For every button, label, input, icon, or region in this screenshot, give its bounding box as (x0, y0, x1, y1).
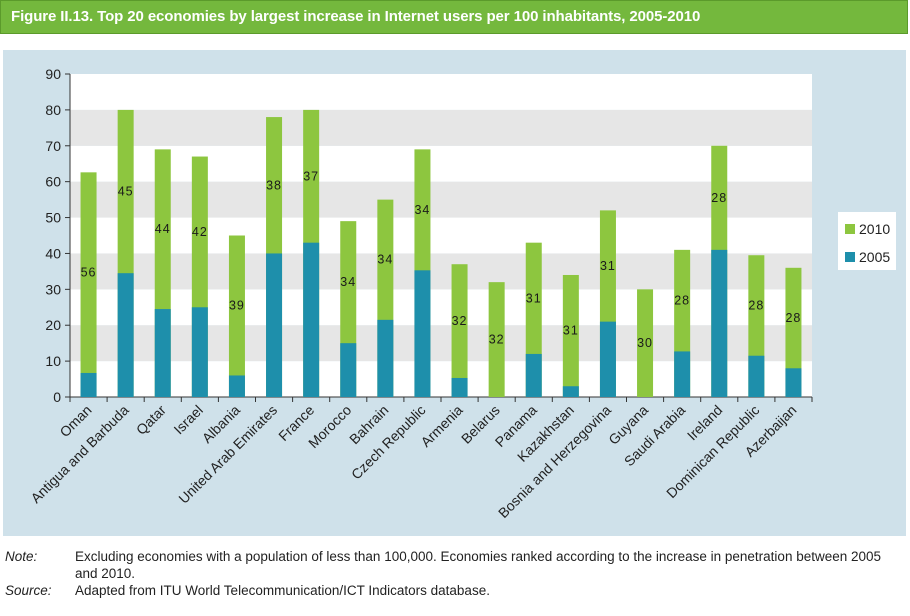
y-tick-label: 40 (45, 245, 61, 261)
grid-band (70, 145, 812, 182)
legend-label: 2010 (859, 221, 890, 237)
bar-2010 (80, 172, 97, 397)
increase-data-label: 56 (81, 266, 97, 280)
bar-2005 (191, 307, 208, 397)
y-tick-label: 30 (45, 281, 61, 297)
y-tick-label: 80 (45, 102, 61, 118)
legend-swatch-2005 (845, 252, 855, 262)
increase-data-label: 34 (414, 203, 430, 217)
bar-2005 (562, 386, 579, 397)
bar-2005 (117, 273, 134, 397)
bar-2005 (525, 353, 542, 397)
bar-2005 (154, 309, 171, 397)
source-label: Source: (5, 583, 52, 598)
bar-2005 (785, 368, 802, 397)
figure-title: Figure II.13. Top 20 economies by larges… (11, 8, 701, 25)
bar-2010 (637, 289, 654, 397)
bar-2010 (785, 267, 802, 397)
bar-2005 (340, 343, 357, 397)
bar-2005 (599, 321, 616, 397)
grid-band (70, 217, 812, 254)
source-text: Adapted from ITU World Telecommunication… (75, 583, 490, 598)
bar-2010 (228, 235, 245, 397)
increase-data-label: 34 (340, 275, 356, 289)
increase-data-label: 42 (192, 225, 208, 239)
y-tick-label: 90 (45, 66, 61, 82)
grid-band (70, 253, 812, 290)
increase-data-label: 31 (600, 259, 616, 273)
source-row: Source: Adapted from ITU World Telecommu… (5, 582, 905, 599)
grid-band (70, 181, 812, 218)
increase-data-label: 28 (785, 311, 801, 325)
bar-2005 (80, 372, 97, 397)
x-tick-label: Qatar (133, 402, 169, 438)
note-label: Note: (5, 549, 38, 564)
increase-data-label: 28 (748, 298, 764, 312)
increase-data-label: 38 (266, 178, 282, 192)
bar-2005 (303, 242, 320, 397)
increase-data-label: 28 (674, 294, 690, 308)
grid-band (70, 289, 812, 326)
bar-2005 (377, 319, 394, 397)
grid-band (70, 325, 812, 362)
bar-2005 (451, 377, 468, 397)
grid-band (70, 74, 812, 110)
increase-data-label: 31 (526, 291, 542, 305)
y-tick-label: 10 (45, 353, 61, 369)
note-row: Note: Excluding economies with a populat… (5, 548, 905, 582)
increase-data-label: 39 (229, 298, 245, 312)
bar-2005 (266, 253, 283, 397)
figure-title-bar: Figure II.13. Top 20 economies by larges… (0, 0, 908, 34)
y-tick-label: 0 (53, 389, 61, 405)
increase-data-label: 32 (452, 314, 468, 328)
bar-2010 (451, 264, 468, 397)
bar-2005 (414, 270, 431, 397)
increase-data-label: 31 (563, 324, 579, 338)
bar-2010 (562, 274, 579, 397)
x-tick-label: Armenia (417, 402, 465, 450)
increase-data-label: 32 (489, 333, 505, 347)
bar-2005 (748, 355, 765, 397)
increase-data-label: 45 (118, 185, 134, 199)
y-tick-label: 60 (45, 174, 61, 190)
y-tick-label: 50 (45, 210, 61, 226)
increase-data-label: 30 (637, 336, 653, 350)
grid-band (70, 109, 812, 146)
y-tick-label: 20 (45, 317, 61, 333)
bar-2010 (488, 282, 505, 397)
notes-section: Note: Excluding economies with a populat… (5, 548, 905, 599)
y-tick-label: 70 (45, 138, 61, 154)
legend-swatch-2010 (845, 224, 855, 234)
note-text: Excluding economies with a population of… (75, 549, 882, 581)
increase-data-label: 28 (711, 191, 727, 205)
increase-data-label: 44 (155, 222, 171, 236)
legend-label: 2005 (859, 249, 890, 265)
grid-band (70, 361, 812, 397)
increase-data-label: 37 (303, 169, 319, 183)
increase-data-label: 34 (377, 253, 393, 267)
bar-2005 (674, 351, 691, 397)
bar-2005 (711, 249, 728, 397)
bar-2005 (228, 375, 245, 397)
